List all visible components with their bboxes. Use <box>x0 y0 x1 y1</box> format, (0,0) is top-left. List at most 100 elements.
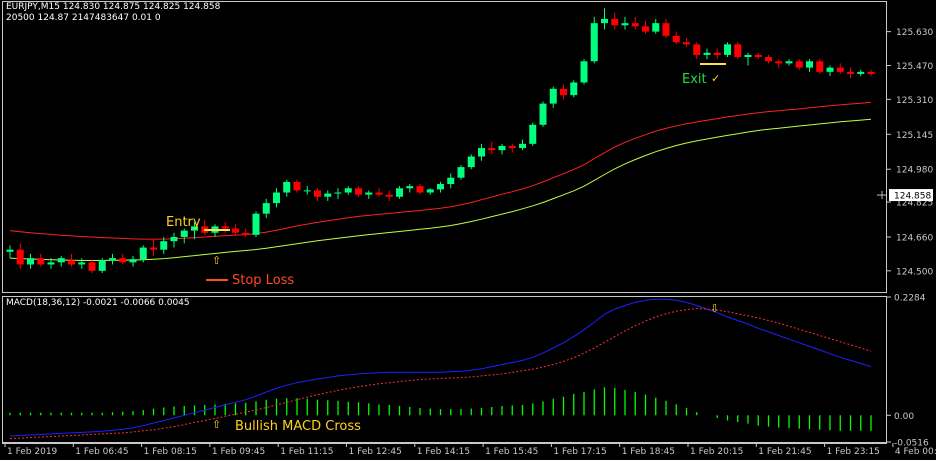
candle-body <box>795 61 803 68</box>
macd-axis-label: 0.2284 <box>894 294 926 304</box>
time-axis-label: 1 Feb 21:45 <box>758 447 811 457</box>
candle-body <box>78 262 86 265</box>
candle <box>734 42 742 60</box>
candle-body <box>180 230 188 237</box>
candle <box>754 52 762 60</box>
chart-header-line2: 20500 124.87 2147483647 0.01 0 <box>6 13 161 23</box>
candles <box>6 8 875 273</box>
candle <box>385 190 393 201</box>
candle-body <box>109 258 116 261</box>
price-axis-label: 124.980 <box>896 166 933 176</box>
entry-label: Entry <box>166 215 201 230</box>
candle-body <box>580 61 588 83</box>
candle-body <box>375 192 383 195</box>
candle-body <box>447 177 455 185</box>
candle-body <box>498 145 506 151</box>
current-price-label: 124.858 <box>894 192 931 202</box>
candle-body <box>457 167 465 178</box>
candle-body <box>806 61 813 68</box>
time-axis-label: 1 Feb 15:45 <box>485 447 538 457</box>
candle-body <box>590 23 598 62</box>
price-axis: 124.500 124.660 124.825 124.980 125.145 125.3… <box>877 28 933 277</box>
candle <box>703 48 711 60</box>
price-axis-label: 125.470 <box>896 62 933 72</box>
candle-body <box>713 52 721 55</box>
candle <box>150 239 157 257</box>
candle-body <box>662 23 670 36</box>
macd-label: MACD(18,36,12) -0.0021 -0.0066 0.0045 <box>6 298 190 308</box>
candle-body <box>293 181 301 191</box>
candle <box>826 65 834 77</box>
candle-body <box>314 190 321 197</box>
candle <box>560 84 567 100</box>
candle-body <box>765 57 772 62</box>
candle <box>293 179 301 193</box>
time-axis-label: 1 Feb 20:15 <box>690 447 743 457</box>
bearish-cross-arrow-icon: ⇩ <box>710 302 720 315</box>
candle <box>355 186 362 197</box>
time-axis: 1 Feb 2019 1 Feb 06:45 1 Feb 08:15 1 Feb 09… <box>4 443 936 457</box>
candle <box>416 184 424 195</box>
candle <box>129 256 137 267</box>
candle <box>642 21 649 34</box>
candle <box>98 258 106 273</box>
candle-body <box>744 54 752 58</box>
candle <box>693 42 701 60</box>
time-axis-label: 1 Feb 18:45 <box>622 447 675 457</box>
candle-body <box>262 203 270 214</box>
candle-body <box>621 23 629 26</box>
candle-body <box>232 228 239 233</box>
candle <box>539 101 547 127</box>
candle-body <box>693 44 701 55</box>
candle-body <box>355 188 362 195</box>
candle-body <box>191 226 198 231</box>
candle-body <box>539 103 547 125</box>
candle-body <box>785 61 793 64</box>
candle <box>857 69 865 77</box>
bullish-cross-arrow-icon: ⇧ <box>212 418 222 431</box>
candle <box>273 188 280 208</box>
candle <box>170 232 178 248</box>
candle-body <box>6 249 14 252</box>
candle-body <box>37 258 45 265</box>
candle-body <box>836 67 844 72</box>
candle-body <box>252 213 260 235</box>
candle <box>744 52 752 66</box>
candle-body <box>324 193 332 197</box>
candle-body <box>57 258 65 263</box>
candle-body <box>857 71 865 74</box>
candle-body <box>437 184 444 190</box>
exit-check-icon: ✓ <box>711 72 721 85</box>
candle-body <box>488 148 496 151</box>
candle <box>795 59 803 70</box>
candle <box>109 253 116 265</box>
time-axis-label: 1 Feb 06:45 <box>75 447 128 457</box>
macd-indicator <box>9 298 872 440</box>
candle <box>683 37 690 47</box>
candle <box>426 188 434 195</box>
price-axis-label: 125.145 <box>896 131 933 141</box>
candle <box>396 186 403 199</box>
candle <box>180 228 188 244</box>
candle <box>27 253 34 269</box>
candle <box>406 184 414 193</box>
candle-body <box>478 148 485 157</box>
candle <box>139 245 147 263</box>
candle-body <box>283 181 291 193</box>
candle <box>621 16 629 30</box>
candle <box>498 143 506 155</box>
candle <box>314 188 321 201</box>
candle <box>590 16 598 64</box>
candle-body <box>406 186 414 189</box>
time-axis-label: 1 Feb 17:15 <box>553 447 606 457</box>
candle <box>847 67 854 79</box>
bullish-macd-cross-label: Bullish MACD Cross <box>235 419 361 434</box>
candle <box>549 86 557 108</box>
entry-arrow-icon: ⇧ <box>212 254 222 267</box>
candle <box>672 31 680 45</box>
candle <box>457 164 465 180</box>
candle <box>437 181 444 193</box>
candle <box>662 18 670 38</box>
candle <box>836 63 844 74</box>
candle-body <box>221 226 229 229</box>
